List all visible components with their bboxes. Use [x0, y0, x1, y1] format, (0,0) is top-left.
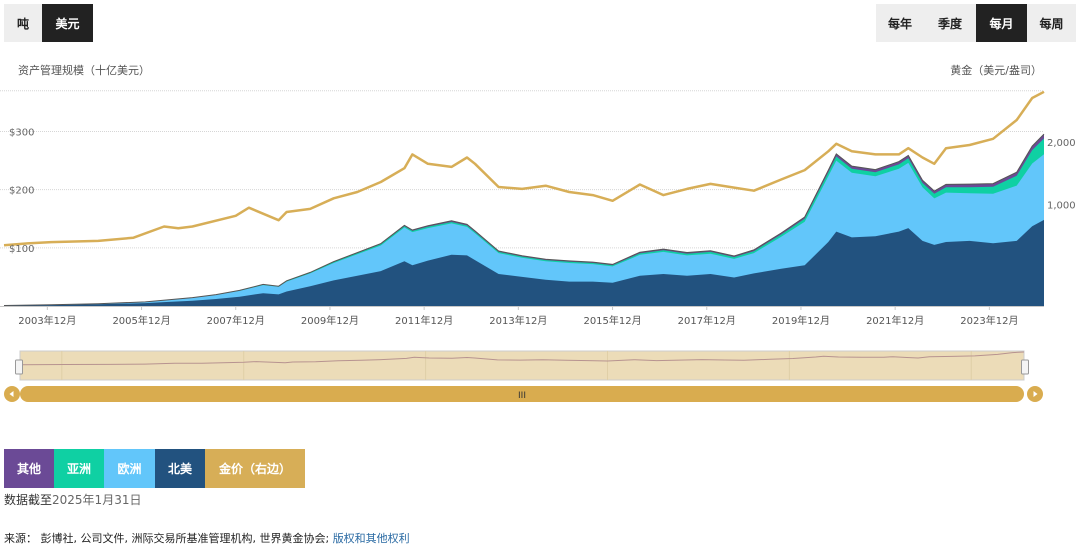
left-tick-label: $300 — [9, 128, 34, 139]
x-tick-label: 2009年12月 — [301, 314, 359, 327]
area-outline — [3, 133, 1045, 306]
frequency-annual-button[interactable]: 每年 — [887, 16, 912, 31]
source-note: 来源： 彭博社, 公司文件, 洲际交易所基准管理机构, 世界黄金协会; 版权和其… — [4, 530, 410, 546]
x-tick-label: 2021年12月 — [866, 314, 924, 327]
x-tick-label: 2019年12月 — [772, 314, 830, 327]
frequency-monthly-button[interactable]: 每月 — [976, 4, 1027, 42]
right-tick-label: 2,000 — [1047, 138, 1076, 149]
navigator-gold-line — [19, 351, 1025, 366]
area-europe — [4, 154, 1044, 306]
scroll-left-arrow-icon — [9, 391, 14, 397]
frequency-weekly-button[interactable]: 每周 — [1039, 16, 1064, 31]
left-tick-label: $200 — [9, 186, 34, 197]
scroll-right-arrow-icon — [1033, 391, 1038, 397]
navigator-right-handle[interactable] — [1021, 359, 1029, 375]
navigator-selection[interactable] — [19, 350, 1025, 381]
scrollbar-grip-icon[interactable]: III — [518, 391, 526, 401]
source-text: 彭博社, 公司文件, 洲际交易所基准管理机构, 世界黄金协会; — [37, 532, 333, 545]
x-tick-label: 2015年12月 — [583, 314, 641, 327]
chart-plot: $100 $200 $300 1,000 2,000 2003年12月 2005年12月 20… — [0, 90, 1076, 327]
data-as-of: 数据截至2025年1月31日 — [4, 491, 141, 508]
x-tick-label: 2017年12月 — [678, 314, 736, 327]
legend-item-other[interactable]: 其他 — [4, 449, 54, 488]
range-navigator[interactable]: III — [0, 348, 1080, 408]
legend-item-europe[interactable]: 欧洲 — [104, 449, 155, 488]
unit-usd-button[interactable]: 美元 — [42, 4, 93, 42]
right-axis-title: 黄金（美元/盎司） — [950, 64, 1042, 77]
legend-item-asia[interactable]: 亚洲 — [54, 449, 104, 488]
unit-tonnes-button[interactable]: 吨 — [16, 16, 29, 31]
x-tick-label: 2007年12月 — [207, 314, 265, 327]
legend: 其他 亚洲 欧洲 北美 金价（右边） — [4, 449, 305, 488]
left-tick-label: $100 — [9, 244, 34, 255]
frequency-toggle: 每年 季度 每月 每周 — [876, 4, 1076, 42]
scrollbar-track[interactable] — [20, 386, 1024, 402]
as-of-prefix: 数据截至 — [4, 493, 53, 507]
left-axis-title: 资产管理规模（十亿美元） — [18, 64, 150, 77]
right-tick-label: 1,000 — [1047, 201, 1076, 212]
legend-item-north-america[interactable]: 北美 — [155, 449, 205, 488]
x-tick-label: 2011年12月 — [395, 314, 453, 327]
as-of-date: 2025年1月31日 — [52, 493, 142, 507]
x-tick-label: 2005年12月 — [112, 314, 170, 327]
legend-item-gold-price[interactable]: 金价（右边） — [205, 449, 305, 488]
frequency-quarterly-button[interactable]: 季度 — [937, 16, 962, 31]
navigator-left-handle[interactable] — [15, 359, 23, 375]
x-tick-label: 2023年12月 — [960, 314, 1018, 327]
gold-price-line — [3, 90, 1045, 247]
unit-toggle: 吨 美元 — [4, 4, 93, 42]
source-prefix: 来源： — [4, 532, 37, 545]
x-tick-label: 2003年12月 — [18, 314, 76, 327]
copyright-link[interactable]: 版权和其他权利 — [332, 532, 410, 545]
x-tick-label: 2013年12月 — [489, 314, 547, 327]
area-north-america — [4, 219, 1044, 306]
